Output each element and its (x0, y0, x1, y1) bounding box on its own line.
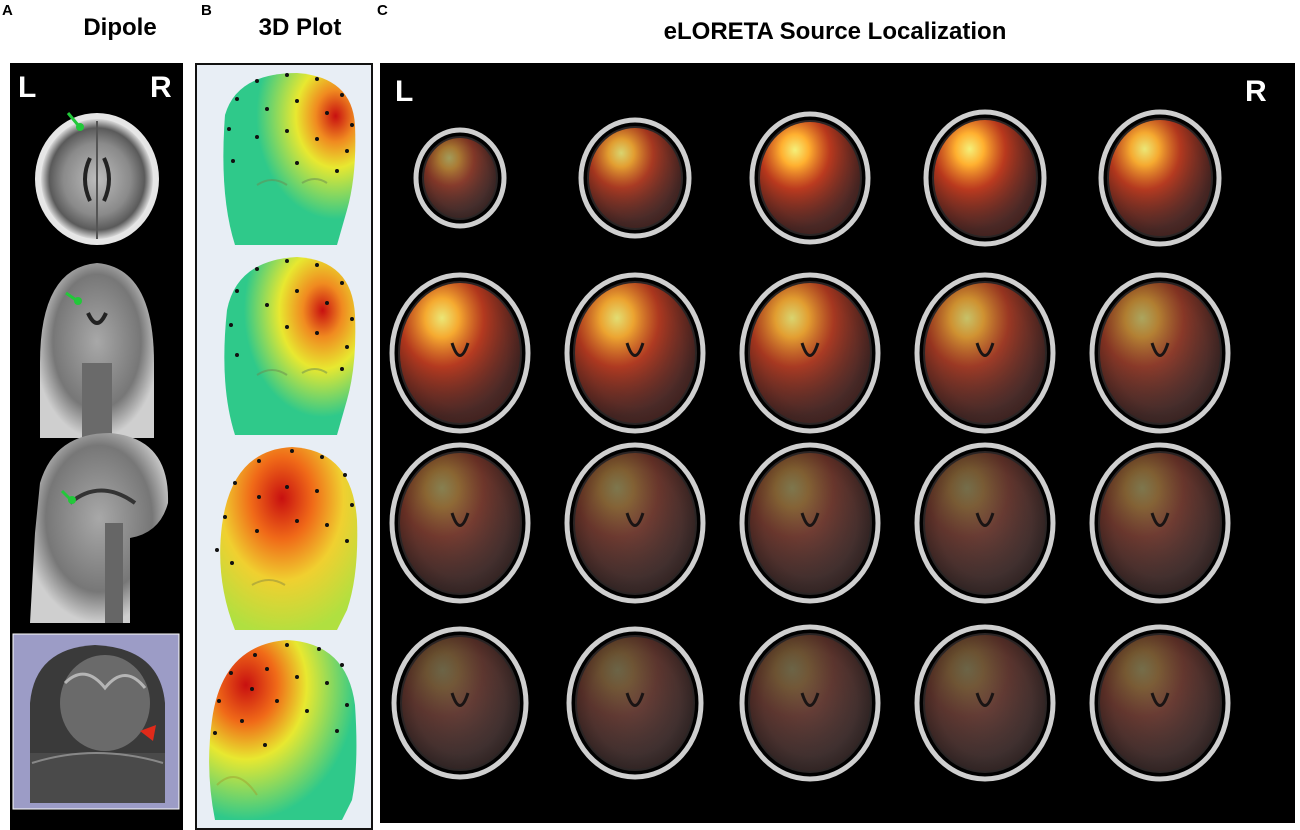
slice-r1-c4 (923, 109, 1047, 247)
slice-r2-c3 (739, 272, 881, 434)
eloreta-slice-grid (389, 109, 1231, 782)
slice-r2-c5 (1089, 272, 1231, 434)
headmap-2 (224, 257, 356, 435)
dipole-left-label: L (18, 71, 37, 104)
slice-r4-c3 (739, 624, 881, 782)
slice-r4-c4 (914, 624, 1056, 782)
panel-a-title: Dipole (83, 14, 157, 41)
dipole-images (12, 112, 180, 810)
head-surface-rendering (12, 633, 180, 810)
activation-overlay (402, 637, 518, 769)
slice-r1-c2 (578, 117, 692, 239)
slice-r4-c5 (1089, 624, 1231, 782)
activation-overlay (589, 128, 681, 228)
slice-r4-c2 (566, 626, 704, 780)
slice-r2-c2 (564, 272, 706, 434)
eloreta-panel: L R (380, 63, 1295, 823)
slice-r3-c2 (564, 442, 706, 604)
activation-overlay (1100, 635, 1220, 771)
panel-b-letter: B (201, 2, 212, 19)
activation-overlay (400, 283, 520, 423)
activation-overlay (925, 453, 1045, 593)
eloreta-right-label: R (1245, 75, 1267, 108)
panel-b-title: 3D Plot (258, 14, 342, 41)
slice-r3-c1 (389, 442, 531, 604)
axial-mri-slice (35, 113, 159, 245)
sagittal-mri-slice (30, 433, 169, 623)
slice-r4-c1 (391, 626, 529, 780)
headmap-images (209, 73, 358, 820)
activation-overlay (1100, 283, 1220, 423)
coronal-mri-slice (40, 263, 154, 438)
slice-r3-c5 (1089, 442, 1231, 604)
headmap-3 (215, 447, 358, 630)
slice-r2-c4 (914, 272, 1056, 434)
activation-overlay (575, 283, 695, 423)
slice-r3-c3 (739, 442, 881, 604)
activation-overlay (1109, 120, 1211, 236)
activation-overlay (1100, 453, 1220, 593)
dipole-panel: L R (10, 63, 183, 830)
slice-r1-c1 (413, 127, 507, 229)
activation-overlay (760, 122, 860, 234)
slice-r1-c3 (749, 111, 871, 245)
activation-overlay (750, 283, 870, 423)
panel-c-letter: C (377, 2, 388, 19)
activation-overlay (577, 637, 693, 769)
activation-overlay (925, 283, 1045, 423)
panel-a-letter: A (2, 2, 13, 19)
activation-overlay (424, 138, 496, 218)
activation-overlay (934, 120, 1036, 236)
headmap-panel (195, 63, 373, 830)
slice-r2-c1 (389, 272, 531, 434)
dipole-right-label: R (150, 71, 172, 104)
activation-overlay (575, 453, 695, 593)
activation-overlay (925, 635, 1045, 771)
activation-overlay (400, 453, 520, 593)
dipole-marker-sagittal (60, 489, 76, 504)
headmap-1 (223, 73, 356, 245)
activation-overlay (750, 635, 870, 771)
headmap-4 (209, 640, 357, 820)
slice-r1-c5 (1098, 109, 1222, 247)
slice-r3-c4 (914, 442, 1056, 604)
panel-c-title: eLORETA Source Localization (663, 18, 1007, 45)
surface-marker (140, 725, 156, 741)
eloreta-left-label: L (395, 75, 414, 108)
activation-overlay (750, 453, 870, 593)
dipole-marker-axial (66, 112, 84, 131)
dipole-marker-coronal (65, 291, 82, 305)
